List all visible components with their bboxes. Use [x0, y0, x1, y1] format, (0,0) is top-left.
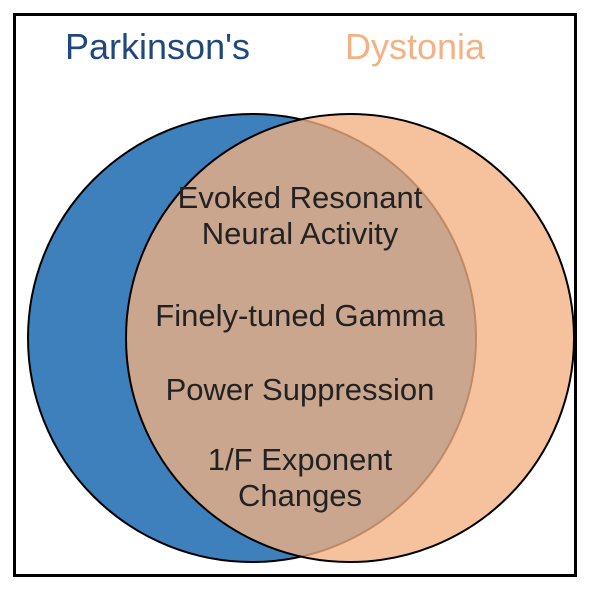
- overlap-item-0: Evoked ResonantNeural Activity: [120, 180, 480, 251]
- overlap-item-2: Power Suppression: [120, 372, 480, 408]
- overlap-item-3: 1/F ExponentChanges: [120, 442, 480, 513]
- overlap-item-1: Finely-tuned Gamma: [120, 298, 480, 334]
